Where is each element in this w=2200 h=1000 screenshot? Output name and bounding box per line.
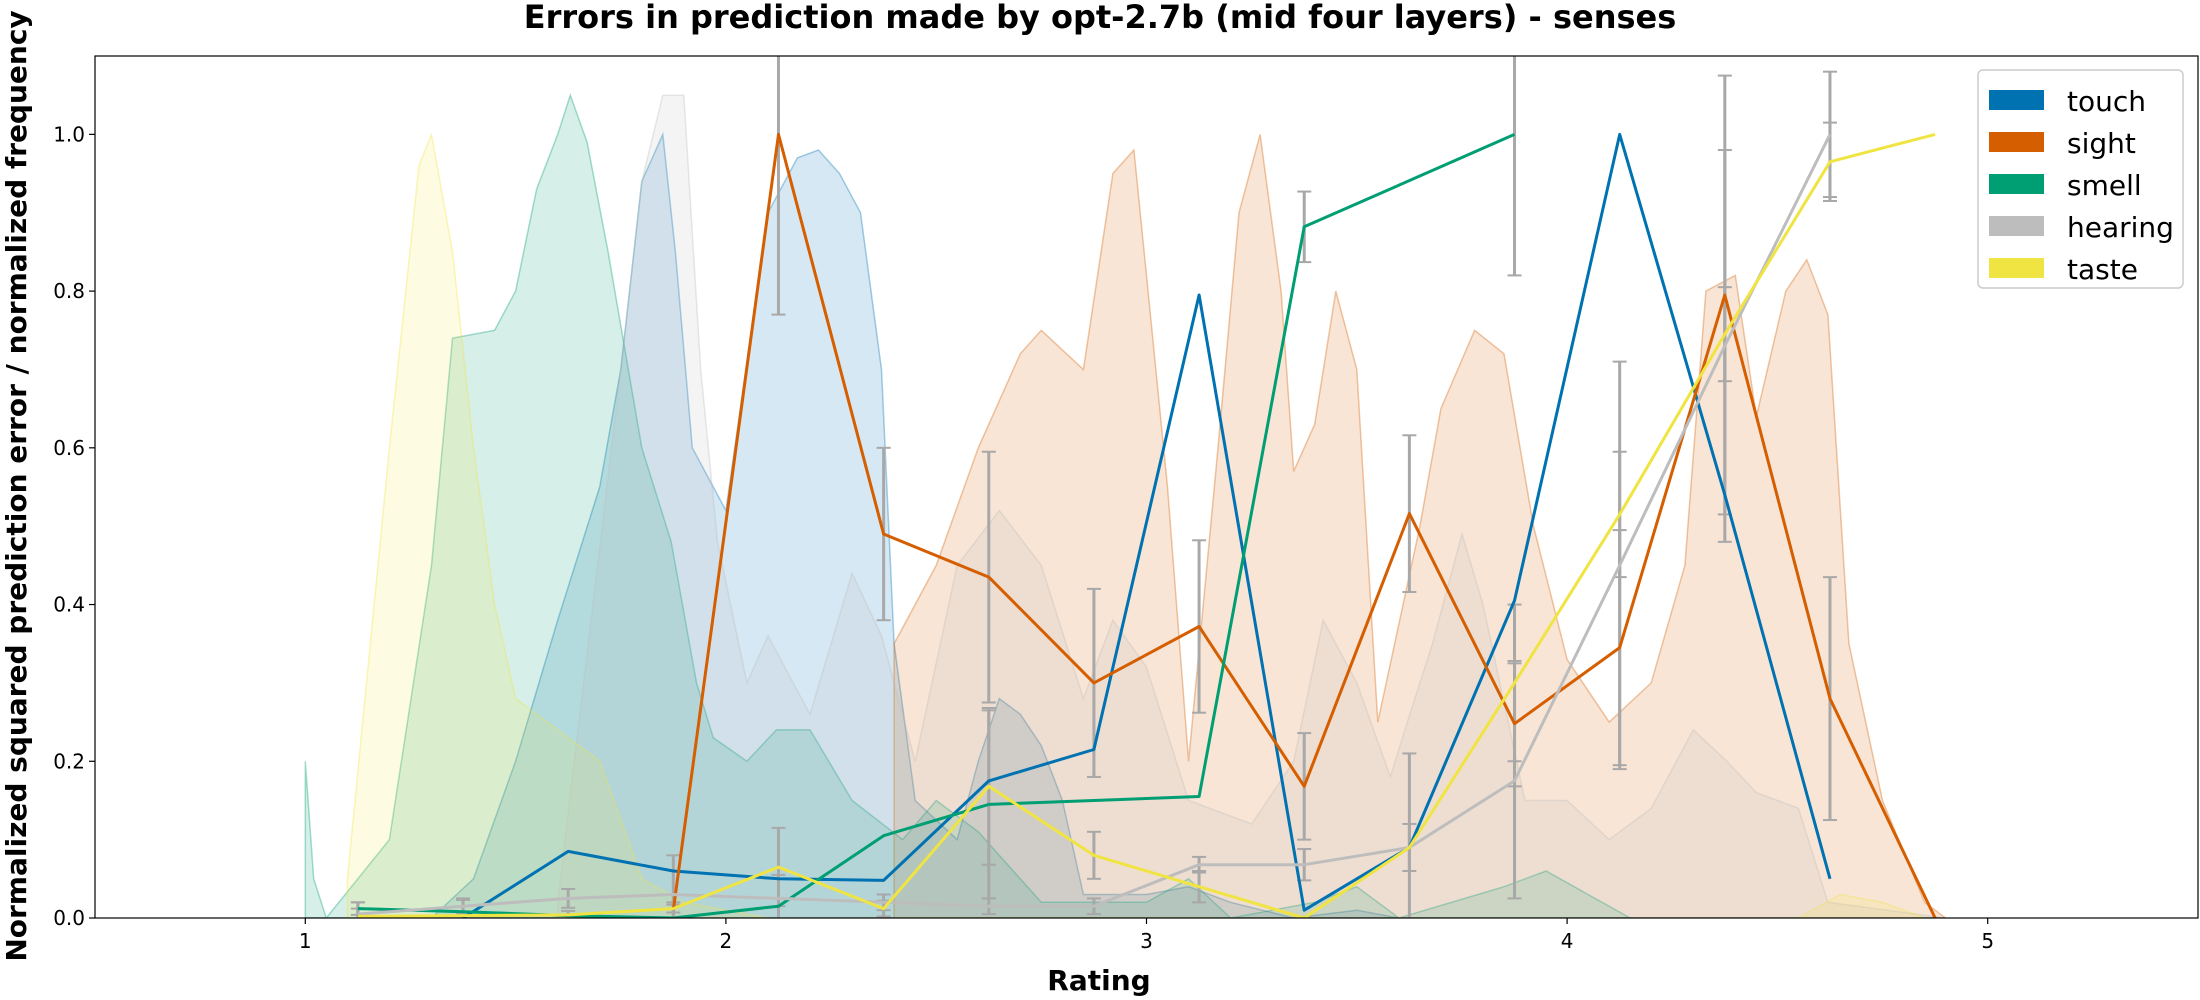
x-tick-label: 1	[299, 929, 312, 953]
legend-label: smell	[2067, 169, 2142, 202]
line-sight	[671, 132, 1937, 918]
legend-swatch	[1989, 216, 2044, 236]
y-tick-label: 0.8	[53, 279, 85, 303]
legend-swatch	[1989, 174, 2044, 194]
legend-item-taste: taste	[1989, 253, 2138, 286]
errorbar-smell	[1507, 56, 1522, 277]
legend-label: hearing	[2067, 211, 2174, 244]
density-layer	[304, 92, 1947, 918]
x-axis-title: Rating	[1047, 964, 1150, 997]
legend-label: sight	[2067, 127, 2136, 160]
x-tick-label: 4	[1561, 929, 1574, 953]
chart-title: Errors in prediction made by opt-2.7b (m…	[524, 0, 1677, 36]
legend-swatch	[1989, 258, 2044, 278]
x-tick-label: 3	[1140, 929, 1153, 953]
legend-item-touch: touch	[1989, 85, 2146, 118]
y-tick-label: 0.6	[53, 436, 85, 460]
legend-item-hearing: hearing	[1989, 211, 2174, 244]
axes-layer: 1 2 3 4 5 0.0 0.2 0.4 0.6 0.8 1.0	[53, 55, 2199, 953]
density-touch	[430, 131, 1799, 918]
density-sight	[893, 134, 1947, 918]
legend-swatch	[1989, 132, 2044, 152]
legend-item-smell: smell	[1989, 169, 2142, 202]
density-hearing	[556, 94, 1946, 918]
y-tick-label: 1.0	[53, 122, 85, 146]
legend: touch sight smell hearing taste	[1977, 69, 2184, 289]
line-layer	[357, 132, 1937, 918]
y-tick-label: 0.4	[53, 593, 85, 617]
legend-label: taste	[2067, 253, 2138, 286]
x-tick-label: 5	[1981, 929, 1994, 953]
line-hearing	[357, 133, 1832, 916]
legend-label: touch	[2067, 85, 2146, 118]
x-tick-label: 2	[720, 929, 733, 953]
density-smell	[304, 92, 1946, 918]
legend-item-sight: sight	[1989, 127, 2136, 160]
line-taste	[357, 132, 1936, 918]
line-touch	[462, 132, 1832, 918]
y-tick-label: 0.0	[53, 906, 85, 930]
density-taste	[346, 131, 1925, 918]
y-tick-label: 0.2	[53, 749, 85, 773]
y-axis-title: Normalized squared prediction error / no…	[0, 10, 33, 961]
legend-swatch	[1989, 90, 2044, 110]
